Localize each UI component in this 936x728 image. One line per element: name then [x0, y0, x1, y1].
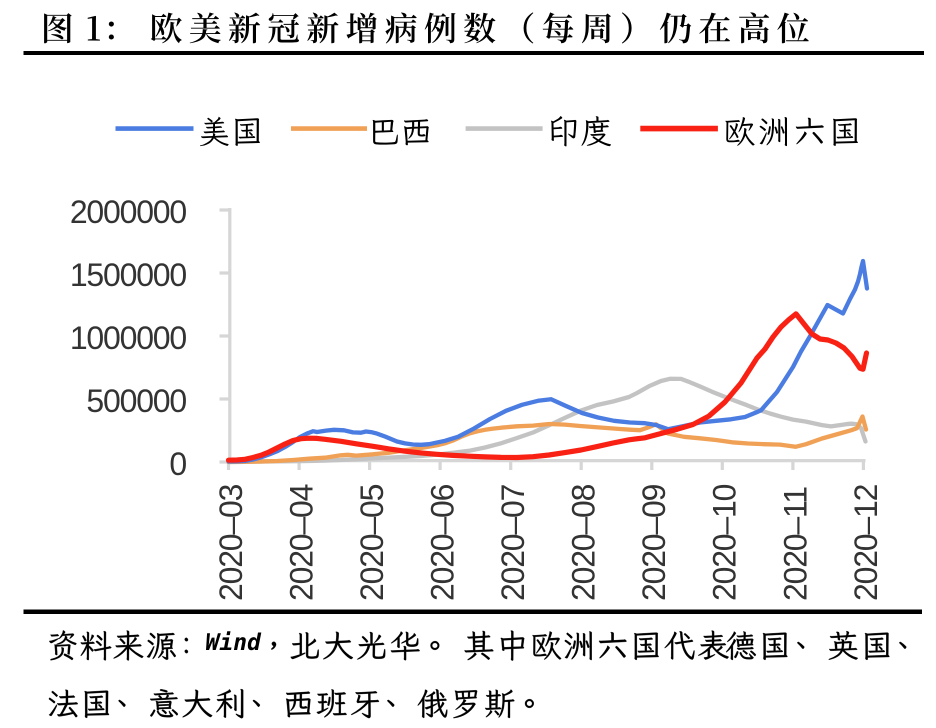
svg-text:1000000: 1000000: [70, 320, 187, 356]
svg-text:2020–04: 2020–04: [283, 484, 319, 601]
svg-text:2020–05: 2020–05: [354, 484, 390, 601]
svg-text:0: 0: [169, 446, 186, 482]
svg-text:2020–10: 2020–10: [707, 484, 743, 601]
svg-text:2000000: 2000000: [70, 194, 187, 230]
svg-text:2020–06: 2020–06: [425, 484, 461, 601]
svg-text:2020–08: 2020–08: [566, 484, 602, 601]
svg-text:2020–07: 2020–07: [495, 484, 531, 601]
svg-text:1500000: 1500000: [70, 257, 187, 293]
svg-text:2020–11: 2020–11: [777, 487, 813, 601]
svg-text:2020–09: 2020–09: [636, 484, 672, 601]
svg-text:2020–03: 2020–03: [213, 484, 249, 601]
svg-text:500000: 500000: [86, 383, 186, 419]
svg-text:2020–12: 2020–12: [848, 484, 884, 601]
